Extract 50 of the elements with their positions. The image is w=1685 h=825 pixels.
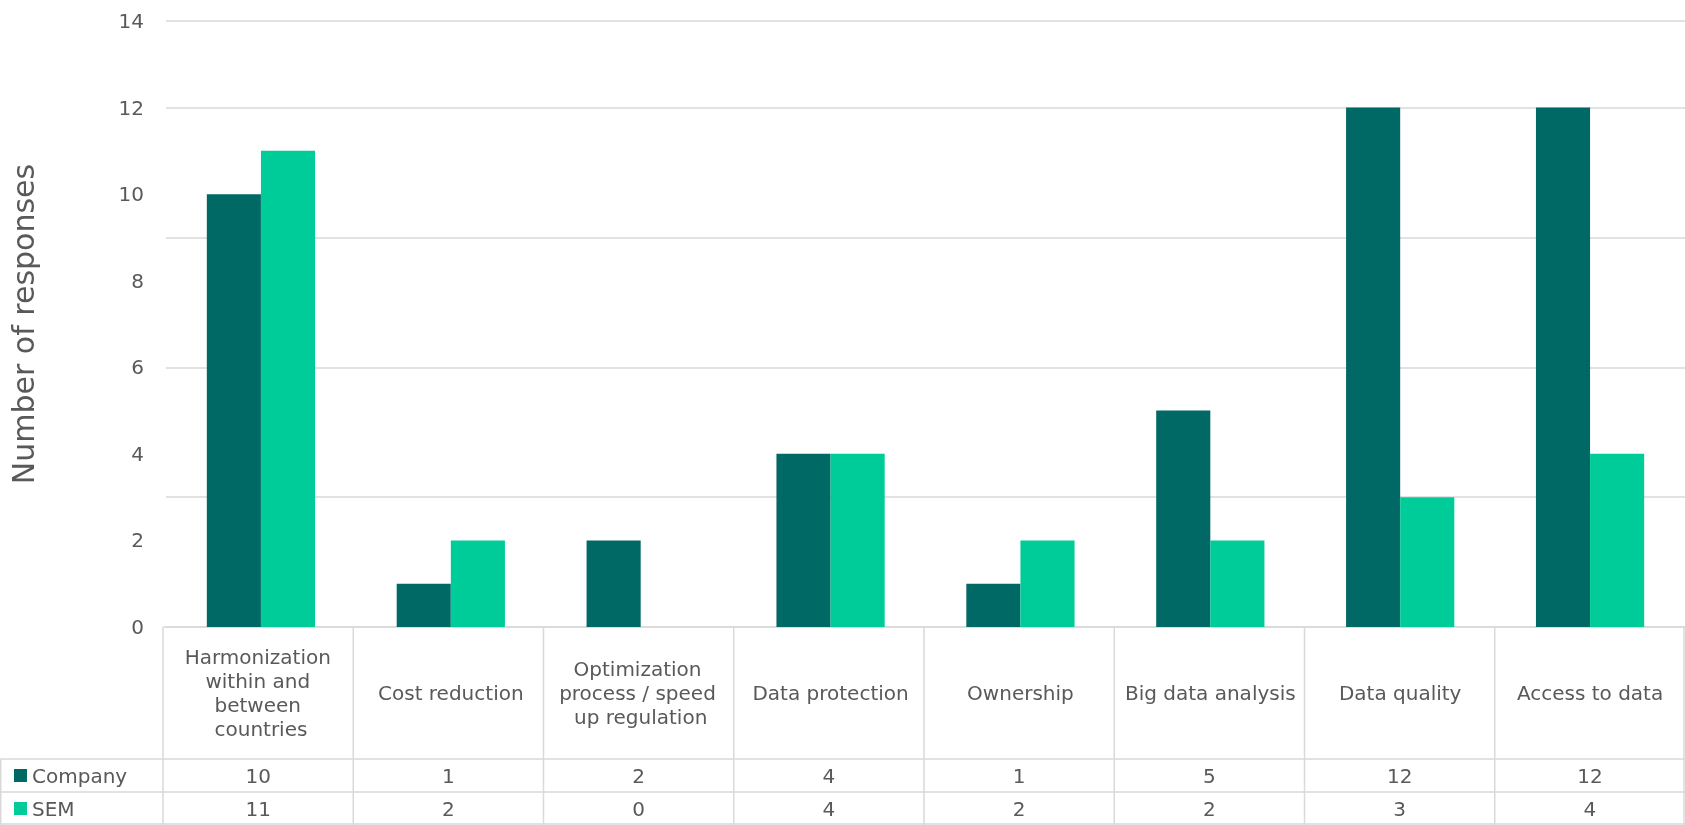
x-tick-label: Optimization process / speed up regulation	[559, 657, 723, 729]
y-tick-label: 4	[131, 441, 144, 466]
bar	[776, 453, 831, 627]
data-label: 4	[822, 763, 836, 788]
y-axis-title: Number of responses	[5, 163, 41, 485]
data-label: 2	[1203, 796, 1216, 821]
data-label: 2	[442, 796, 455, 821]
bar	[1210, 540, 1265, 627]
y-tick-label: 2	[131, 528, 144, 553]
bar	[1346, 107, 1401, 627]
x-tick-label: Data quality	[1338, 681, 1462, 705]
y-tick-label: 14	[118, 9, 144, 33]
y-tick-label: 6	[131, 355, 144, 380]
bar	[396, 583, 451, 627]
x-tick-label: Ownership	[967, 681, 1074, 705]
bar	[260, 150, 316, 627]
y-tick-label: 12	[118, 95, 144, 120]
data-label: 12	[1386, 763, 1413, 788]
bar	[586, 540, 641, 627]
data-label: 10	[245, 763, 271, 788]
data-label: 0	[632, 796, 645, 821]
data-label: 5	[1203, 763, 1216, 788]
y-tick-label: 8	[131, 268, 144, 293]
legend-label: Company	[32, 763, 128, 788]
data-label: 4	[1583, 796, 1597, 821]
data-label: 2	[1012, 796, 1026, 821]
y-tick-label: 0	[131, 615, 144, 639]
x-tick-label: Cost reduction	[378, 681, 524, 705]
bar	[1020, 540, 1075, 627]
data-label: 12	[1577, 763, 1603, 788]
x-tick-label: Data protection	[752, 681, 909, 705]
data-label: 2	[632, 763, 645, 788]
data-label: 1	[1012, 763, 1026, 788]
x-tick-label: Big data analysis	[1124, 681, 1296, 705]
x-tick-label: Access to data	[1516, 681, 1664, 705]
x-tick-label: Harmonization within and between countries	[184, 645, 338, 741]
bar	[1590, 453, 1645, 627]
bar	[450, 540, 505, 627]
legend-label: SEM	[32, 796, 75, 821]
data-label: 4	[822, 796, 836, 821]
bar	[206, 194, 261, 627]
bar	[1156, 410, 1211, 627]
data-label: 11	[245, 796, 271, 821]
data-label: 1	[442, 763, 455, 788]
data-label: 3	[1393, 796, 1406, 821]
y-tick-label: 10	[118, 182, 144, 207]
bar	[1400, 497, 1455, 627]
bar	[1535, 107, 1591, 627]
bar	[966, 583, 1021, 627]
bar	[830, 453, 885, 627]
